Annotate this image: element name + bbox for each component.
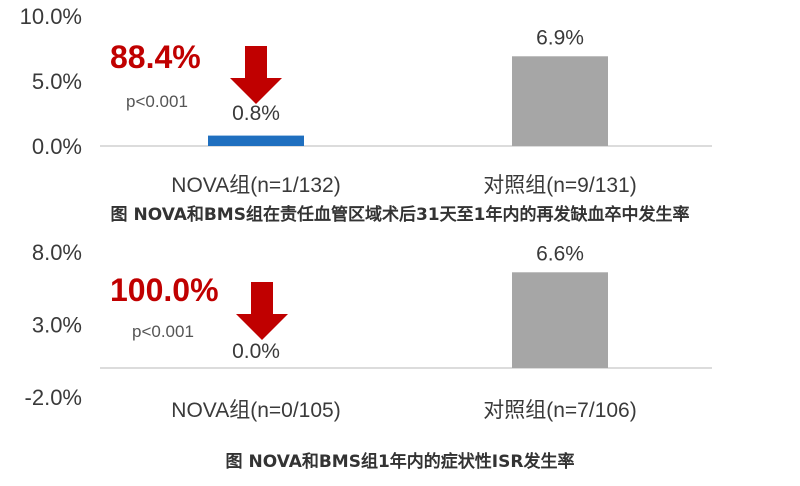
chart1-down-arrow-icon — [230, 46, 282, 104]
chart2-ytick-label: 8.0% — [32, 240, 82, 265]
chart1-ytick-label: 0.0% — [32, 134, 82, 159]
chart2-ytick-label: 3.0% — [32, 313, 82, 338]
chart1-bar — [512, 56, 608, 146]
chart1-bar — [208, 135, 304, 146]
chart2-pvalue-label: p<0.001 — [132, 322, 194, 341]
chart1-data-label: 6.9% — [536, 26, 584, 49]
chart2-category-label: 对照组(n=7/106) — [483, 399, 636, 422]
chart2-data-label: 6.6% — [536, 242, 584, 265]
chart1-category-label: 对照组(n=9/131) — [483, 174, 636, 197]
chart1-pvalue-label: p<0.001 — [126, 92, 188, 111]
chart1-ytick-label: 10.0% — [20, 4, 82, 29]
chart2-caption: 图 NOVA和BMS组1年内的症状性ISR发生率 — [226, 451, 575, 472]
chart1-data-label: 0.8% — [232, 102, 280, 125]
chart1-reduction-label: 88.4% — [110, 39, 201, 75]
chart2-bar — [512, 272, 608, 368]
chart1-ytick-label: 5.0% — [32, 69, 82, 94]
chart1-caption: 图 NOVA和BMS组在责任血管区域术后31天至1年内的再发缺血卒中发生率 — [111, 204, 690, 225]
chart1-category-label: NOVA组(n=1/132) — [171, 174, 340, 197]
chart2-ytick-label: -2.0% — [25, 385, 82, 410]
chart2-down-arrow-icon — [236, 282, 288, 340]
chart2-data-label: 0.0% — [232, 340, 280, 363]
chart2-reduction-label: 100.0% — [110, 272, 219, 308]
chart2-category-label: NOVA组(n=0/105) — [171, 399, 340, 422]
